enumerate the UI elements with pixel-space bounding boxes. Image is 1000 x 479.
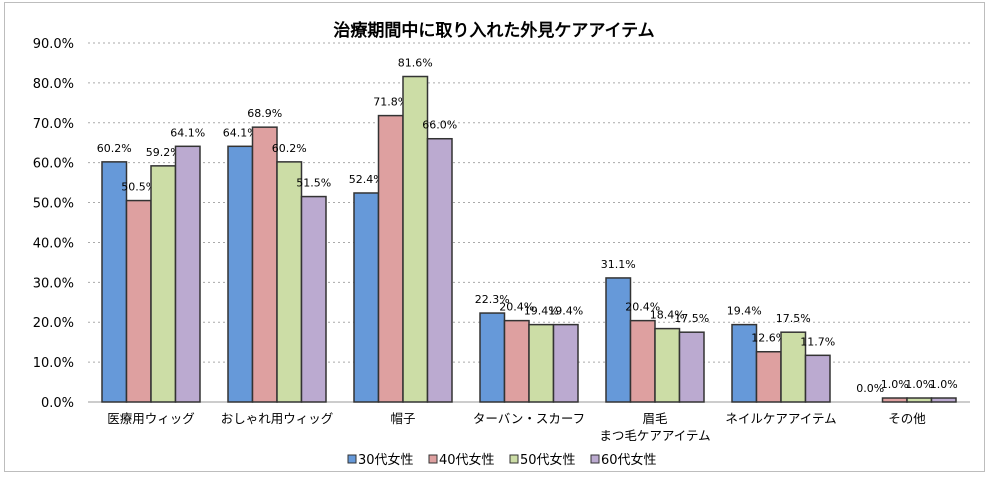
x-tick-label: おしゃれ用ウィッグ [221, 411, 334, 426]
data-label: 68.9% [247, 107, 282, 120]
x-tick-label: まつ毛ケアアイテム [599, 428, 710, 443]
x-tick-label: ターバン・スカーフ [473, 411, 585, 426]
y-tick-label: 0.0% [41, 396, 74, 411]
bar [654, 327, 681, 403]
bar [227, 145, 254, 403]
legend-swatch [590, 454, 600, 464]
bar [377, 114, 404, 403]
bar [804, 354, 831, 403]
bar [528, 323, 555, 403]
bar [300, 195, 327, 403]
data-label: 31.1% [601, 258, 636, 271]
bar [426, 137, 453, 403]
data-label: 18.4% [650, 309, 685, 322]
bar [479, 312, 506, 403]
data-label: 11.7% [800, 335, 835, 348]
bar [101, 161, 128, 403]
data-label: 52.4% [349, 173, 384, 186]
y-tick-label: 30.0% [33, 276, 74, 291]
bar [881, 397, 908, 403]
legend-label: 40代女性 [439, 452, 495, 468]
bar [353, 192, 380, 403]
y-tick-label: 90.0% [33, 37, 74, 52]
y-tick-label: 70.0% [33, 117, 74, 132]
data-label: 1.0% [881, 378, 909, 391]
bar [755, 350, 782, 403]
y-tick-label: 80.0% [33, 77, 74, 92]
data-label: 0.0% [856, 382, 884, 395]
data-label: 20.4% [625, 301, 660, 314]
data-label: 64.1% [223, 126, 258, 139]
data-label: 19.4% [524, 305, 559, 318]
data-label: 1.0% [905, 378, 933, 391]
legend-swatch [428, 454, 438, 464]
x-tick-label: 医療用ウィッグ [107, 411, 195, 426]
x-tick-label: その他 [888, 411, 926, 426]
bar [174, 145, 201, 403]
data-label: 81.6% [398, 57, 433, 70]
bar [503, 319, 530, 403]
bar [605, 277, 632, 403]
y-tick-label: 10.0% [33, 356, 74, 371]
data-label: 66.0% [422, 119, 457, 132]
data-label: 71.8% [373, 96, 408, 109]
bar [276, 161, 303, 403]
legend-swatch [509, 454, 519, 464]
data-label: 17.5% [776, 312, 811, 325]
data-label: 17.5% [674, 312, 709, 325]
data-label: 59.2% [146, 146, 181, 159]
data-label: 60.2% [272, 142, 307, 155]
bar [906, 397, 933, 403]
data-label: 1.0% [930, 378, 958, 391]
chart-title: 治療期間中に取り入れた外見ケアアイテム [333, 20, 654, 41]
data-label: 22.3% [475, 293, 510, 306]
bar [552, 323, 579, 403]
bar [678, 331, 705, 403]
data-label: 60.2% [97, 142, 132, 155]
data-label: 19.4% [548, 305, 583, 318]
data-label: 50.5% [121, 181, 156, 194]
bar [150, 165, 177, 403]
bar [629, 319, 656, 403]
bar [930, 397, 957, 403]
data-label: 20.4% [499, 301, 534, 314]
y-tick-label: 60.0% [33, 157, 74, 172]
x-tick-label: ネイルケアアイテム [725, 411, 836, 426]
legend-label: 60代女性 [601, 452, 657, 468]
bar [251, 126, 278, 403]
bar [125, 199, 152, 403]
data-label: 51.5% [296, 177, 331, 190]
legend-swatch [347, 454, 357, 464]
legend-label: 50代女性 [520, 452, 576, 468]
y-tick-label: 20.0% [33, 316, 74, 331]
data-label: 19.4% [727, 305, 762, 318]
legend-label: 30代女性 [358, 452, 414, 468]
data-label: 12.6% [751, 332, 786, 345]
x-tick-label: 眉毛 [642, 411, 668, 426]
data-label: 64.1% [170, 126, 205, 139]
y-tick-label: 40.0% [33, 236, 74, 251]
x-tick-label: 帽子 [390, 411, 415, 426]
y-tick-label: 50.0% [33, 197, 74, 212]
